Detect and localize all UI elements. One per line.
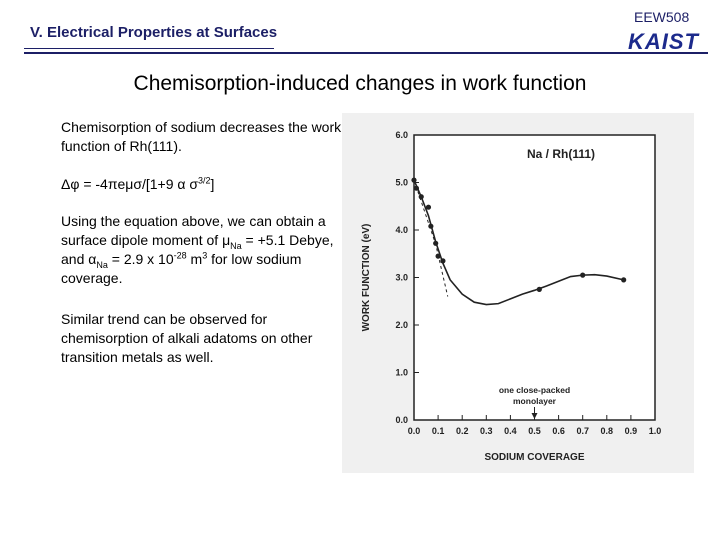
equation-main: Δφ = -4πeμσ/[1+9 α σ <box>61 176 199 192</box>
legend-label: Na / Rh(111) <box>527 147 595 161</box>
x-tick-label: 1.0 <box>649 426 662 436</box>
slide-title: Chemisorption-induced changes in work fu… <box>133 72 587 95</box>
y-tick-label: 3.0 <box>395 273 408 283</box>
y-tick-label: 6.0 <box>395 130 408 140</box>
y-axis-label: WORK FUNCTION (eV) <box>361 224 372 332</box>
x-tick-label: 0.6 <box>552 426 565 436</box>
x-tick-label: 0.8 <box>601 426 614 436</box>
y-tick-label: 2.0 <box>395 320 408 330</box>
data-point <box>413 185 420 191</box>
dipole-exp-2: 3 <box>202 250 208 261</box>
x-tick-label: 0.3 <box>480 426 493 436</box>
data-point <box>411 177 417 183</box>
data-point <box>621 277 627 283</box>
data-point <box>418 194 424 200</box>
x-tick-label: 0.2 <box>456 426 469 436</box>
x-axis-label: SODIUM COVERAGE <box>484 452 584 463</box>
paragraph-dipole: Using the equation above, we can obtain … <box>61 212 351 288</box>
annotation-line2: monolayer <box>513 396 557 406</box>
y-tick-label: 5.0 <box>395 178 408 188</box>
course-code: EEW508 <box>634 9 690 25</box>
x-tick-label: 0.5 <box>528 426 541 436</box>
data-point <box>435 253 441 259</box>
data-point <box>440 258 446 264</box>
dipole-text-4: m <box>186 251 203 267</box>
y-tick-label: 4.0 <box>395 225 408 235</box>
dipole-text-5: for low sodium coverage. <box>61 251 302 286</box>
header-title: V. Electrical Properties at Surfaces <box>30 24 278 41</box>
x-tick-label: 0.7 <box>576 426 589 436</box>
equation-exponent: 3/2 <box>198 175 211 186</box>
plot-frame <box>413 134 656 421</box>
dipole-exp-1: -28 <box>173 250 187 261</box>
dipole-sub-1: Na <box>230 240 242 251</box>
dipole-text-1: Using the equation above, we can obtain … <box>61 213 326 248</box>
x-tick-label: 0.1 <box>432 426 445 436</box>
y-tick-label: 0.0 <box>395 415 408 425</box>
data-point <box>536 286 542 292</box>
annotation-line1: one close-packed <box>499 385 570 395</box>
data-point <box>580 272 586 278</box>
work-function-figure: 0.0 0.1 0.2 0.3 0.4 0.5 0.6 0.7 0.8 0.9 1.0 0.0 1.0 2… <box>342 113 694 473</box>
paragraph-intro: Chemisorption of sodium decreases the wo… <box>61 119 342 154</box>
x-tick-label: 0.4 <box>504 426 517 436</box>
header-divider <box>24 52 708 54</box>
kaist-logo: KAIST <box>628 29 699 54</box>
data-point <box>425 204 432 210</box>
annotation-arrowhead <box>531 413 538 419</box>
x-tick-label: 0.0 <box>408 426 421 436</box>
data-point <box>428 223 434 229</box>
x-tick-label: 0.9 <box>625 426 638 436</box>
paragraph-similar: Similar trend can be observed for chemis… <box>61 311 313 365</box>
equation-close: ] <box>210 176 215 192</box>
y-tick-label: 1.0 <box>395 368 408 378</box>
equation: Δφ = -4πeμσ/[1+9 α σ3/2] <box>61 175 351 194</box>
dipole-sub-2: Na <box>96 259 108 270</box>
data-point <box>433 240 439 246</box>
dipole-text-3: = 2.9 x 10 <box>107 251 174 267</box>
work-function-chart: 0.0 0.1 0.2 0.3 0.4 0.5 0.6 0.7 0.8 0.9 1.0 0.0 1.0 2… <box>361 130 662 463</box>
header-divider-short <box>24 48 274 49</box>
dipole-text-2: = +5.1 Debye, and α <box>61 232 334 267</box>
